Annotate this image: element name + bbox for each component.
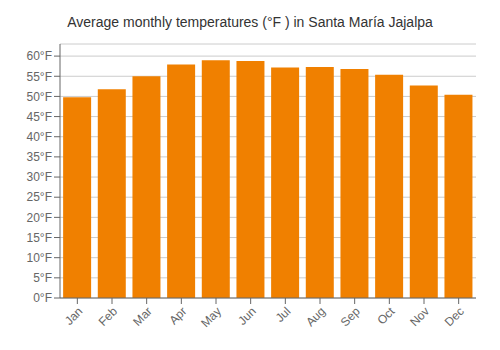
svg-text:Jul: Jul xyxy=(273,304,294,325)
svg-text:35°F: 35°F xyxy=(27,150,52,164)
svg-text:Nov: Nov xyxy=(407,304,432,329)
svg-text:Oct: Oct xyxy=(374,304,398,328)
svg-text:45°F: 45°F xyxy=(27,110,52,124)
svg-text:60°F: 60°F xyxy=(27,49,52,63)
svg-text:0°F: 0°F xyxy=(33,291,52,305)
svg-text:10°F: 10°F xyxy=(27,251,52,265)
svg-text:30°F: 30°F xyxy=(27,170,52,184)
svg-text:Apr: Apr xyxy=(166,304,189,327)
svg-text:5°F: 5°F xyxy=(33,271,52,285)
svg-text:50°F: 50°F xyxy=(27,90,52,104)
svg-text:25°F: 25°F xyxy=(27,190,52,204)
svg-text:15°F: 15°F xyxy=(27,231,52,245)
svg-text:40°F: 40°F xyxy=(27,130,52,144)
svg-text:Jan: Jan xyxy=(62,304,86,328)
svg-text:Mar: Mar xyxy=(130,304,155,329)
svg-text:Aug: Aug xyxy=(303,304,328,329)
svg-text:Jun: Jun xyxy=(235,304,259,328)
svg-text:Sep: Sep xyxy=(338,304,363,329)
svg-text:May: May xyxy=(198,304,224,330)
html-text:Average monthly temperatures (: Average monthly temperatures (°F ) in Sa… xyxy=(67,14,433,30)
svg-text:55°F: 55°F xyxy=(27,70,52,84)
svg-text:20°F: 20°F xyxy=(27,211,52,225)
svg-text:Dec: Dec xyxy=(442,304,467,329)
svg-text:Feb: Feb xyxy=(96,304,121,329)
